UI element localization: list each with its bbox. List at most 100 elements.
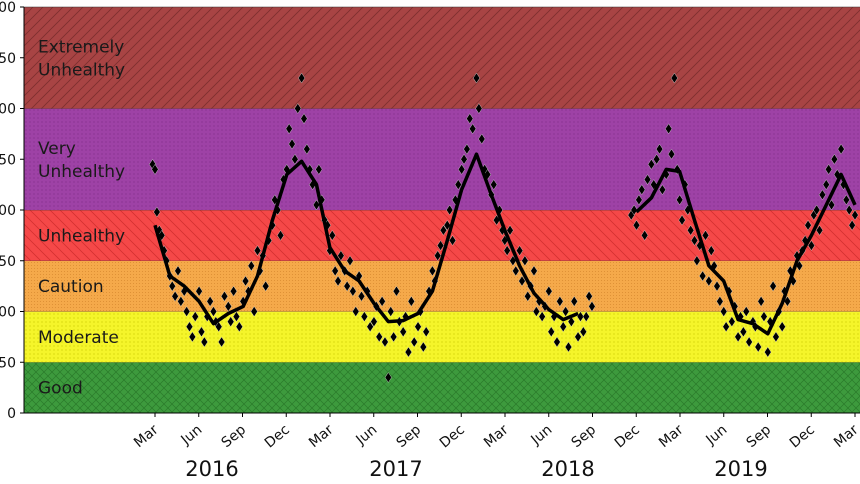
band-label: Unhealthy [38,60,125,80]
data-point [460,153,468,165]
y-tick-label: 150 [0,254,16,270]
data-point [667,148,676,160]
data-point [419,341,427,353]
data-point [506,224,514,236]
data-point [443,219,451,231]
data-point [312,199,321,211]
data-point [215,321,223,333]
data-point [253,245,262,256]
data-point [235,321,243,333]
data-point [328,230,336,241]
data-point [643,174,652,185]
data-point [760,311,768,322]
data-point [825,164,833,175]
data-point [200,336,208,348]
data-point [177,295,185,307]
data-point [670,72,678,84]
x-month-label: Sep [744,422,775,451]
data-point [848,219,856,231]
data-point [285,123,293,135]
data-point [538,311,546,322]
data-point [574,331,582,343]
data-point [334,275,342,287]
data-point [463,143,471,155]
data-point [553,336,561,348]
band-label: Unhealthy [38,162,125,182]
data-point [360,311,368,322]
data-point [503,245,511,256]
band-pattern-1 [24,311,860,363]
axes [20,6,860,417]
x-month-label: Jun [703,422,731,449]
data-point [384,372,392,383]
data-point [370,316,378,328]
data-point [745,336,753,348]
data-point [845,204,853,216]
data-point [720,306,728,317]
y-tick-label: 0 [7,406,16,422]
band-pattern-5 [24,7,860,109]
data-point [687,224,695,236]
data-point [446,204,454,216]
data-point [422,326,430,338]
y-tick-label: 50 [0,355,16,371]
x-month-label: Mar [831,422,860,451]
data-point [701,230,710,241]
data-point [276,230,285,241]
data-point [291,153,299,165]
data-point [754,341,762,353]
y-tick-label: 300 [0,102,16,118]
data-point [151,164,159,175]
data-point [665,123,673,135]
data-point [713,280,721,292]
data-point [288,138,296,150]
data-point [807,240,815,251]
data-point [827,199,836,211]
data-point [232,311,240,322]
x-year-label: 2019 [714,457,767,481]
data-point [437,240,445,251]
data-point [524,290,532,302]
data-point [414,321,422,333]
data-point [842,194,850,206]
data-point [562,306,570,317]
data-point [556,295,564,307]
data-point [448,235,457,246]
data-point [822,179,830,190]
data-point [366,321,374,333]
data-point [303,143,311,155]
data-point [331,265,339,277]
data-point [769,280,777,292]
x-year-label: 2016 [185,457,238,481]
data-point [434,250,442,262]
x-month-label: Mar [481,422,512,451]
band-label: Unhealthy [38,226,125,246]
x-month-label: Sep [394,422,425,451]
data-point [658,184,666,196]
data-point [818,189,826,201]
data-point [224,301,232,312]
data-point [191,311,199,322]
data-point [676,194,684,206]
data-point [722,321,730,333]
data-point [816,224,824,236]
data-point [352,306,360,317]
data-point [466,113,474,125]
data-point [242,275,250,287]
data-point [171,290,179,302]
data-point [579,326,587,338]
data-point [585,290,593,302]
data-point [185,321,194,333]
data-point [530,265,538,277]
band-pattern-0 [24,362,860,413]
data-point [428,265,436,277]
data-point [655,143,664,155]
data-point [512,265,520,277]
data-point [392,285,401,297]
band-label: Caution [38,277,104,297]
x-year-label: 2018 [541,457,594,481]
data-point [739,326,747,338]
data-point [757,295,765,307]
data-point [778,321,786,333]
data-point [197,326,206,338]
